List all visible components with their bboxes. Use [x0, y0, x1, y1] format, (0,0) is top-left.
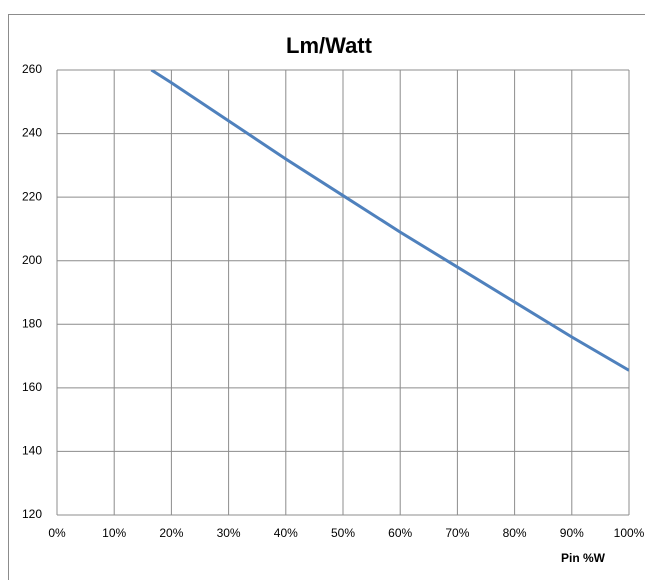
x-tick-label: 70% — [445, 526, 469, 540]
y-tick-label: 120 — [22, 507, 42, 521]
y-tick-label: 260 — [22, 62, 42, 76]
x-tick-label: 0% — [48, 526, 66, 540]
x-tick-label: 60% — [388, 526, 412, 540]
x-axis-label: Pin %W — [561, 551, 606, 565]
y-tick-label: 160 — [22, 380, 42, 394]
x-tick-label: 100% — [614, 526, 645, 540]
x-tick-label: 80% — [503, 526, 527, 540]
data-line — [150, 70, 629, 372]
x-tick-label: 20% — [159, 526, 183, 540]
x-tick-label: 40% — [274, 526, 298, 540]
y-tick-label: 180 — [22, 316, 42, 330]
x-tick-label: 50% — [331, 526, 355, 540]
chart-title: Lm/Watt — [286, 33, 373, 58]
y-tick-label: 200 — [22, 253, 42, 267]
x-tick-label: 30% — [217, 526, 241, 540]
x-tick-label: 10% — [102, 526, 126, 540]
x-tick-label: 90% — [560, 526, 584, 540]
chart-frame — [8, 14, 645, 580]
y-tick-label: 240 — [22, 126, 42, 140]
y-tick-label: 220 — [22, 189, 42, 203]
y-tick-label: 140 — [22, 444, 42, 458]
